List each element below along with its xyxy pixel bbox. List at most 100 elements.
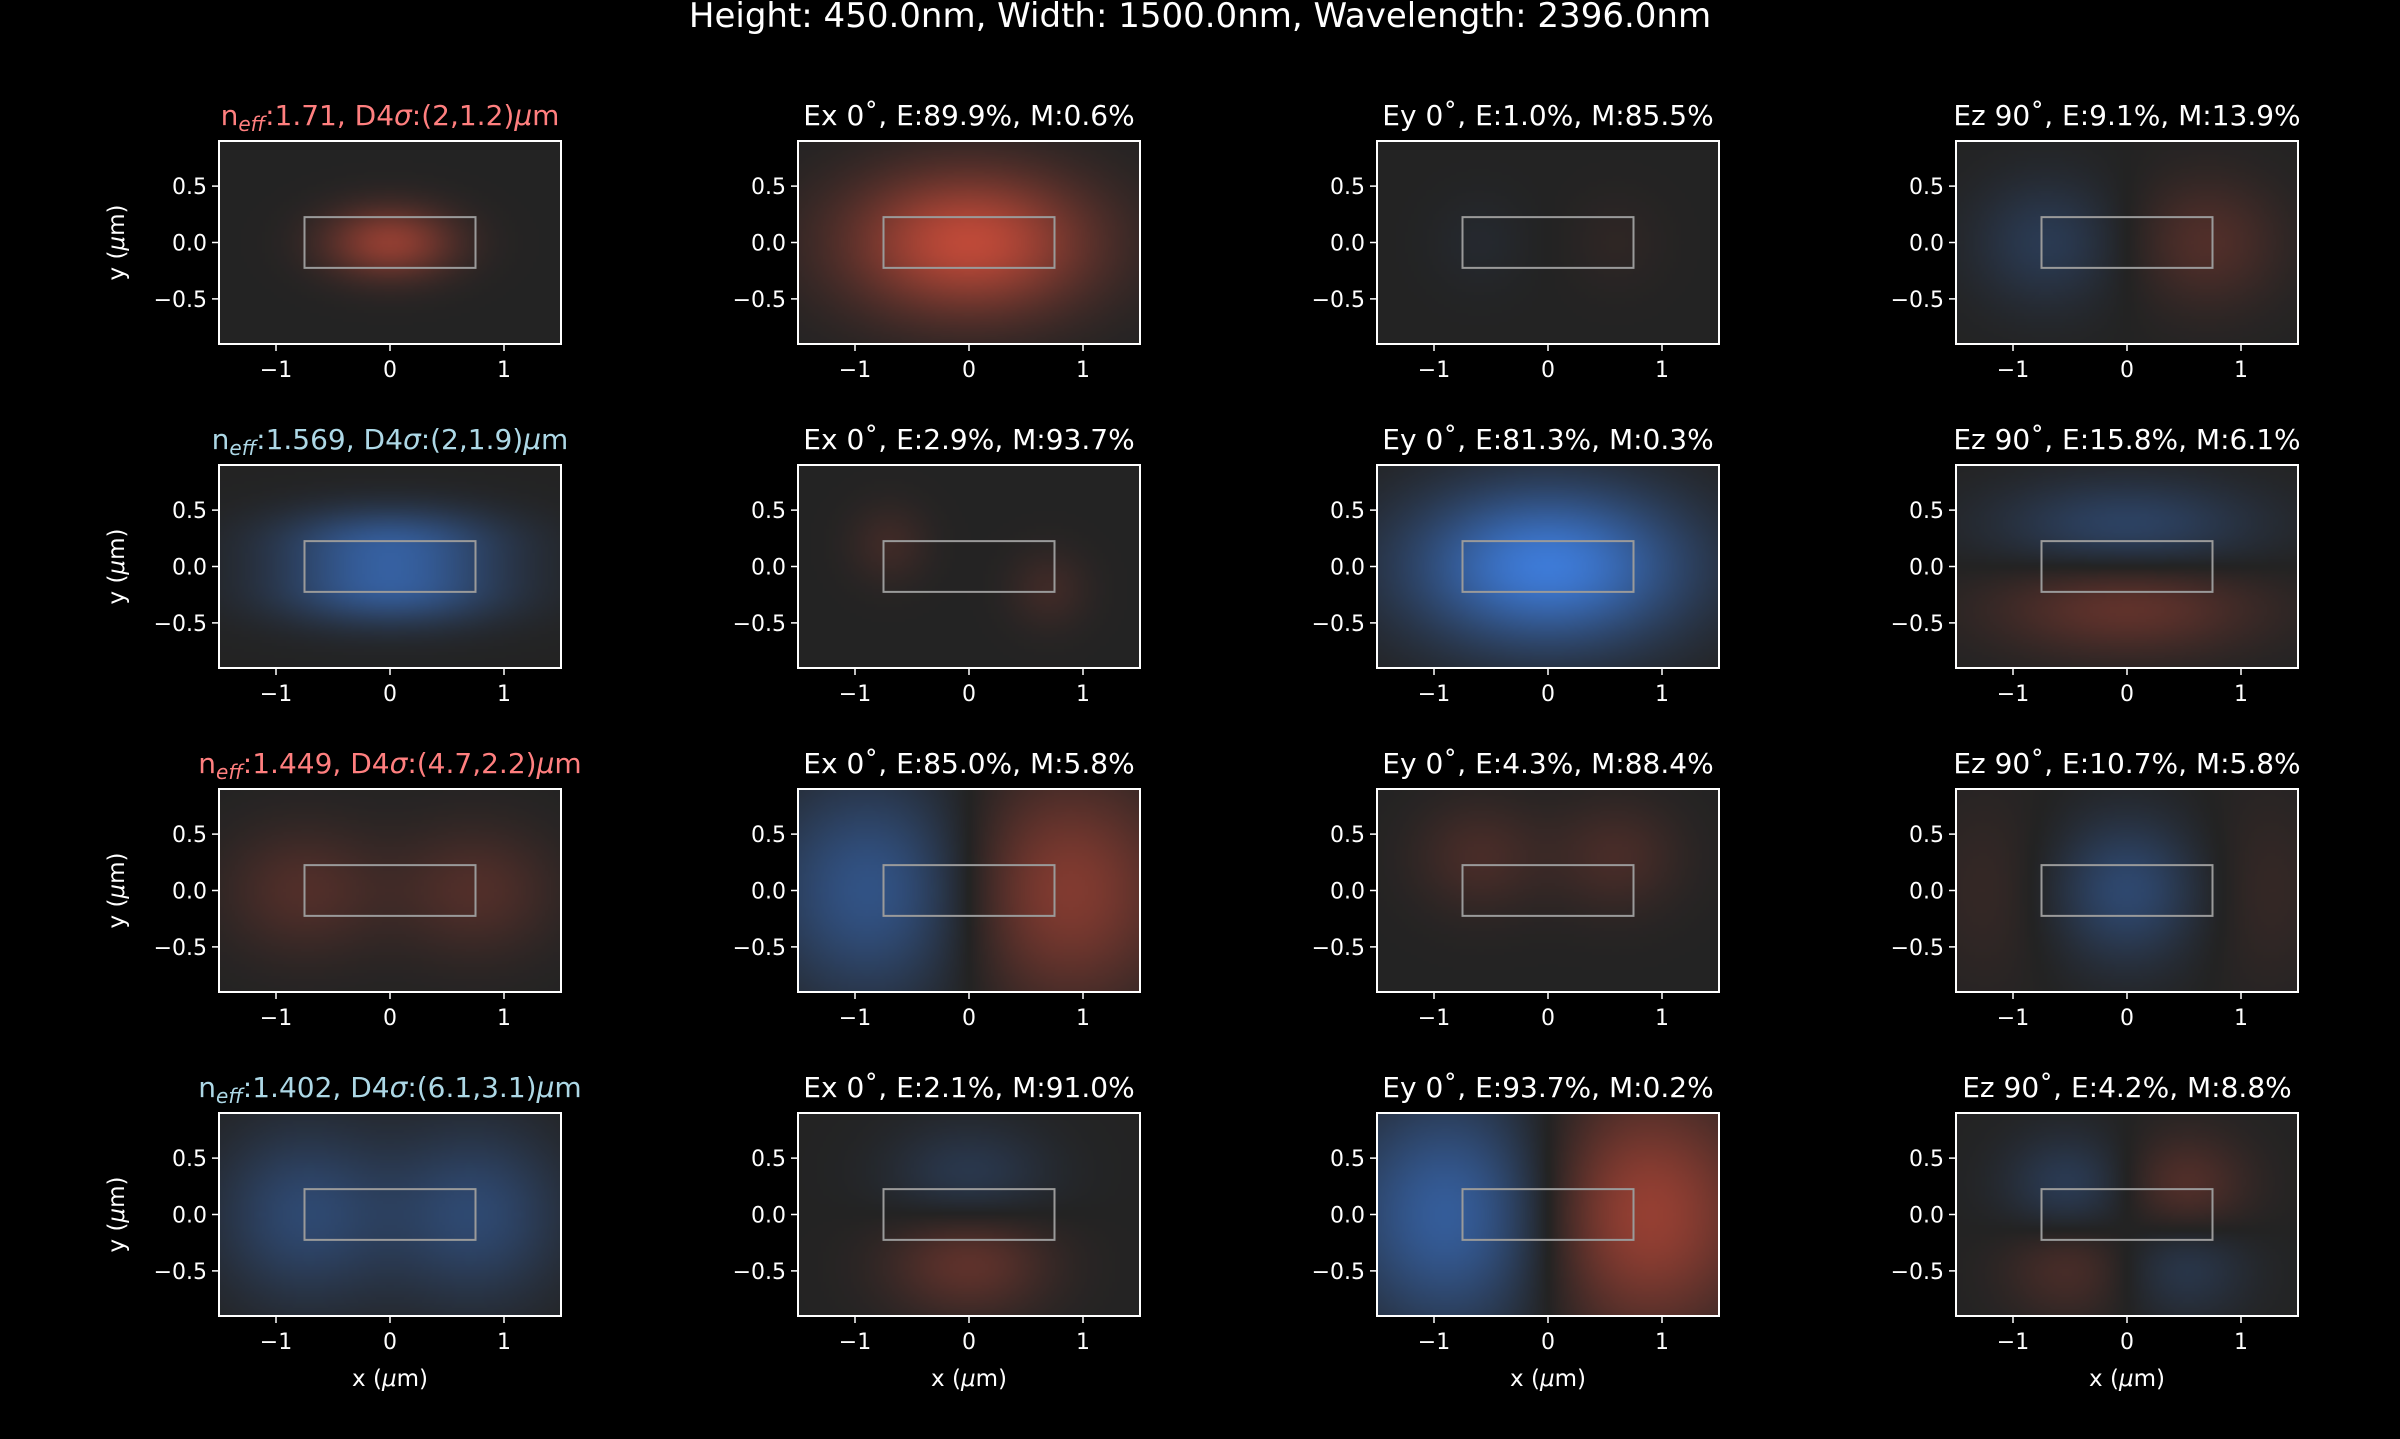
x-tick-label: 0: [962, 1006, 976, 1031]
y-tick-label: −0.5: [733, 1260, 786, 1285]
x-tick-label: −1: [1418, 1330, 1450, 1355]
x-tick-label: −1: [1418, 358, 1450, 383]
x-tick-label: 1: [2234, 682, 2248, 707]
mode-neff-title: neff:1.402, D4σ:(6.1,3.1)μm: [198, 1071, 581, 1108]
component-title: Ex 0˚, E:89.9%, M:0.6%: [803, 99, 1134, 132]
x-tick-label: −1: [1997, 358, 2029, 383]
y-axis-label: y (μm): [104, 1177, 130, 1253]
x-tick-label: 0: [1541, 682, 1555, 707]
y-tick-label: 0.5: [751, 499, 786, 524]
waveguide-core-outline: [1461, 540, 1635, 593]
y-tick-label: 0.5: [751, 1147, 786, 1172]
x-tick-label: 0: [1541, 358, 1555, 383]
field-heatmap: [1377, 1113, 1719, 1316]
panel-r4-c2: −1 0 1 0.5 0.0 −0.5 Ex 0˚, E:2.1%, M:91.0% x (μ…: [733, 1071, 1141, 1392]
y-tick-label: 0.0: [172, 232, 207, 257]
x-tick-label: −1: [1997, 682, 2029, 707]
x-axis-label: x (μm): [352, 1366, 428, 1392]
y-tick-label: 0.5: [1330, 175, 1365, 200]
x-tick-label: 0: [962, 1330, 976, 1355]
x-tick-label: 1: [497, 358, 511, 383]
x-tick-label: 0: [2120, 682, 2134, 707]
waveguide-core-outline: [882, 1188, 1056, 1241]
y-tick-label: −0.5: [1891, 1260, 1944, 1285]
field-heatmap: [1377, 141, 1719, 344]
y-tick-label: 0.5: [172, 1147, 207, 1172]
panel-r1-c2: −1 0 1 0.5 0.0 −0.5 Ex 0˚, E:89.9%, M:0.6%: [733, 99, 1141, 383]
field-heatmap: [219, 789, 561, 992]
y-tick-label: 0.0: [1909, 1204, 1944, 1229]
x-tick-label: 1: [1655, 358, 1669, 383]
x-tick-label: 0: [383, 682, 397, 707]
y-tick-label: 0.0: [1330, 880, 1365, 905]
panel-r4-c3: −1 0 1 0.5 0.0 −0.5 Ey 0˚, E:93.7%, M:0.2% x (μ…: [1312, 1071, 1720, 1392]
x-tick-label: −1: [260, 1330, 292, 1355]
y-tick-label: 0.0: [1909, 880, 1944, 905]
y-tick-label: 0.0: [172, 556, 207, 581]
y-tick-label: 0.0: [1330, 232, 1365, 257]
x-tick-label: 0: [2120, 358, 2134, 383]
y-tick-label: −0.5: [1312, 1260, 1365, 1285]
component-title: Ez 90˚, E:10.7%, M:5.8%: [1953, 747, 2300, 780]
field-heatmap: [219, 1113, 561, 1316]
field-heatmap: [1377, 465, 1719, 668]
x-tick-label: 1: [497, 1330, 511, 1355]
y-tick-label: 0.5: [172, 499, 207, 524]
waveguide-core-outline: [2040, 864, 2214, 917]
y-tick-label: 0.5: [1909, 1147, 1944, 1172]
y-tick-label: 0.5: [172, 823, 207, 848]
x-tick-label: −1: [1418, 682, 1450, 707]
x-tick-label: 0: [2120, 1006, 2134, 1031]
y-tick-label: 0.0: [172, 880, 207, 905]
component-title: Ex 0˚, E:2.1%, M:91.0%: [803, 1071, 1134, 1104]
x-tick-label: −1: [839, 1330, 871, 1355]
x-tick-label: −1: [839, 682, 871, 707]
waveguide-core-outline: [303, 216, 477, 269]
x-tick-label: −1: [839, 1006, 871, 1031]
waveguide-core-outline: [882, 864, 1056, 917]
field-heatmap: [798, 789, 1140, 992]
y-tick-label: 0.0: [1330, 1204, 1365, 1229]
x-tick-label: −1: [260, 358, 292, 383]
waveguide-core-outline: [303, 864, 477, 917]
panel-r2-c3: −1 0 1 0.5 0.0 −0.5 Ey 0˚, E:81.3%, M:0.3%: [1312, 423, 1720, 707]
y-tick-label: −0.5: [1312, 612, 1365, 637]
y-tick-label: −0.5: [1891, 612, 1944, 637]
panel-r1-c4: −1 0 1 0.5 0.0 −0.5 Ez 90˚, E:9.1%, M:13.9%: [1891, 99, 2301, 383]
y-tick-label: 0.5: [1330, 1147, 1365, 1172]
mode-neff-title: neff:1.449, D4σ:(4.7,2.2)μm: [198, 747, 581, 784]
field-heatmap: [1956, 141, 2298, 344]
component-title: Ey 0˚, E:81.3%, M:0.3%: [1382, 423, 1713, 456]
field-heatmap: [798, 1113, 1140, 1316]
panel-grid: −1 0 1 0.5 0.0 −0.5 neff:1.71, D4σ:(2,1.2)μm y …: [104, 99, 2301, 1392]
y-tick-label: 0.0: [751, 556, 786, 581]
x-tick-label: −1: [1997, 1006, 2029, 1031]
panel-r3-c1: −1 0 1 0.5 0.0 −0.5 neff:1.449, D4σ:(4.7,2.2)μ…: [104, 747, 582, 1031]
y-tick-label: −0.5: [1312, 936, 1365, 961]
y-tick-label: 0.5: [751, 175, 786, 200]
waveguide-core-outline: [2040, 216, 2214, 269]
y-tick-label: −0.5: [154, 612, 207, 637]
component-title: Ey 0˚, E:4.3%, M:88.4%: [1382, 747, 1713, 780]
field-heatmap: [1956, 789, 2298, 992]
y-tick-label: 0.0: [751, 232, 786, 257]
y-tick-label: −0.5: [733, 612, 786, 637]
y-tick-label: −0.5: [1312, 288, 1365, 313]
y-tick-label: 0.5: [751, 823, 786, 848]
x-tick-label: −1: [839, 358, 871, 383]
waveguide-core-outline: [882, 540, 1056, 593]
panel-r2-c1: −1 0 1 0.5 0.0 −0.5 neff:1.569, D4σ:(2,1.9)μm y…: [104, 423, 568, 707]
x-tick-label: −1: [1997, 1330, 2029, 1355]
x-tick-label: 1: [2234, 358, 2248, 383]
y-tick-label: 0.5: [1330, 823, 1365, 848]
field-heatmap: [219, 141, 561, 344]
x-tick-label: −1: [1418, 1006, 1450, 1031]
x-axis-label: x (μm): [931, 1366, 1007, 1392]
waveguide-core-outline: [1461, 1188, 1635, 1241]
x-tick-label: 1: [2234, 1006, 2248, 1031]
y-tick-label: −0.5: [154, 1260, 207, 1285]
panel-r3-c4: −1 0 1 0.5 0.0 −0.5 Ez 90˚, E:10.7%, M:5.8%: [1891, 747, 2301, 1031]
component-title: Ez 90˚, E:4.2%, M:8.8%: [1962, 1071, 2292, 1104]
x-tick-label: 1: [1655, 1330, 1669, 1355]
